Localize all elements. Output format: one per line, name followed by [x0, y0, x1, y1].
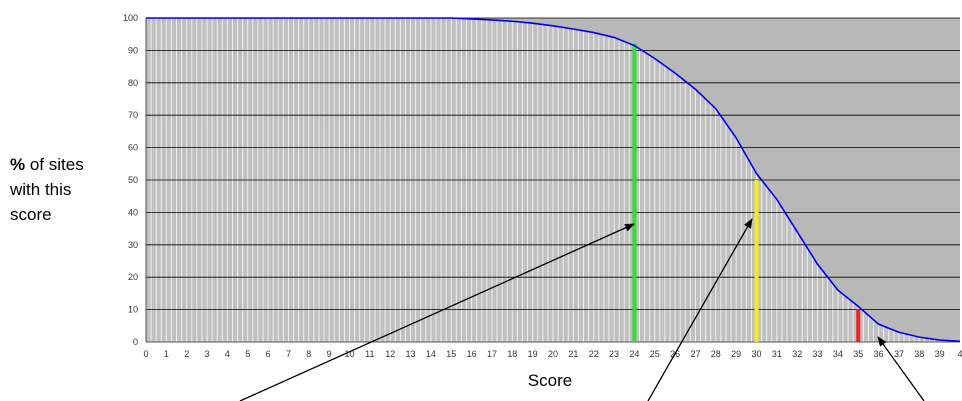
x-tick-label: 17 — [487, 349, 497, 359]
x-tick-label: 10 — [344, 349, 354, 359]
x-tick-label: 3 — [205, 349, 210, 359]
x-tick-label: 31 — [772, 349, 782, 359]
x-axis-label: Score — [528, 371, 572, 390]
y-axis-label-line-2: with this — [9, 180, 71, 199]
x-tick-label: 11 — [365, 349, 374, 359]
x-tick-label: 34 — [833, 349, 843, 359]
y-tick-label: 90 — [128, 45, 138, 55]
y-tick-label: 20 — [128, 272, 138, 282]
y-axis-label-line-1: % of sites — [10, 155, 84, 174]
area-above-curve — [146, 18, 960, 342]
x-tick-label: 5 — [245, 349, 250, 359]
x-tick-label: 19 — [528, 349, 538, 359]
x-tick-label: 22 — [589, 349, 599, 359]
x-tick-label: 39 — [935, 349, 945, 359]
y-axis-label-line-3: score — [10, 205, 52, 224]
y-tick-label: 70 — [128, 110, 138, 120]
y-tick-label: 10 — [128, 305, 138, 315]
y-tick-label: 80 — [128, 78, 138, 88]
annotation-arrow — [647, 218, 753, 401]
x-tick-label: 1 — [164, 349, 169, 359]
x-tick-label: 12 — [385, 349, 395, 359]
x-tick-label: 21 — [568, 349, 578, 359]
series-line — [146, 17, 961, 343]
annotation-arrow — [239, 223, 635, 401]
y-axis-label-bold: % — [10, 155, 25, 174]
x-tick-label: 25 — [650, 349, 660, 359]
x-tick-label: 24 — [629, 349, 639, 359]
x-tick-label: 32 — [792, 349, 802, 359]
x-tick-label: 4 — [225, 349, 230, 359]
y-axis-label-rest: of sites — [25, 155, 84, 174]
y-tick-label: 40 — [128, 207, 138, 217]
x-tick-label: 8 — [306, 349, 311, 359]
annotation-arrow — [877, 336, 925, 401]
x-tick-label: 36 — [874, 349, 884, 359]
x-tick-label: 14 — [426, 349, 436, 359]
y-tick-label: 50 — [128, 175, 138, 185]
x-tick-label: 27 — [690, 349, 700, 359]
x-tick-label: 20 — [548, 349, 558, 359]
y-axis-label: % of sites with this score — [9, 155, 84, 224]
x-tick-label: 37 — [894, 349, 904, 359]
x-tick-label: 28 — [711, 349, 721, 359]
x-tick-label: 6 — [266, 349, 271, 359]
x-tick-label: 13 — [406, 349, 416, 359]
x-tick-label: 35 — [853, 349, 863, 359]
x-tick-label: 23 — [609, 349, 619, 359]
x-tick-label: 7 — [286, 349, 291, 359]
x-tick-label: 2 — [184, 349, 189, 359]
x-tick-label: 33 — [813, 349, 823, 359]
x-tick-label: 18 — [507, 349, 517, 359]
x-tick-label: 29 — [731, 349, 741, 359]
x-tick-label: 38 — [914, 349, 924, 359]
x-tick-label: 9 — [327, 349, 332, 359]
x-tick-label: 30 — [751, 349, 761, 359]
y-tick-label: 30 — [128, 240, 138, 250]
x-tick-label: 15 — [446, 349, 456, 359]
y-tick-label: 100 — [123, 13, 138, 23]
x-tick-label: 0 — [143, 349, 148, 359]
y-tick-label: 0 — [133, 337, 138, 347]
y-tick-label: 60 — [128, 143, 138, 153]
x-tick-label: 4 — [957, 349, 962, 359]
x-tick-label: 16 — [467, 349, 477, 359]
